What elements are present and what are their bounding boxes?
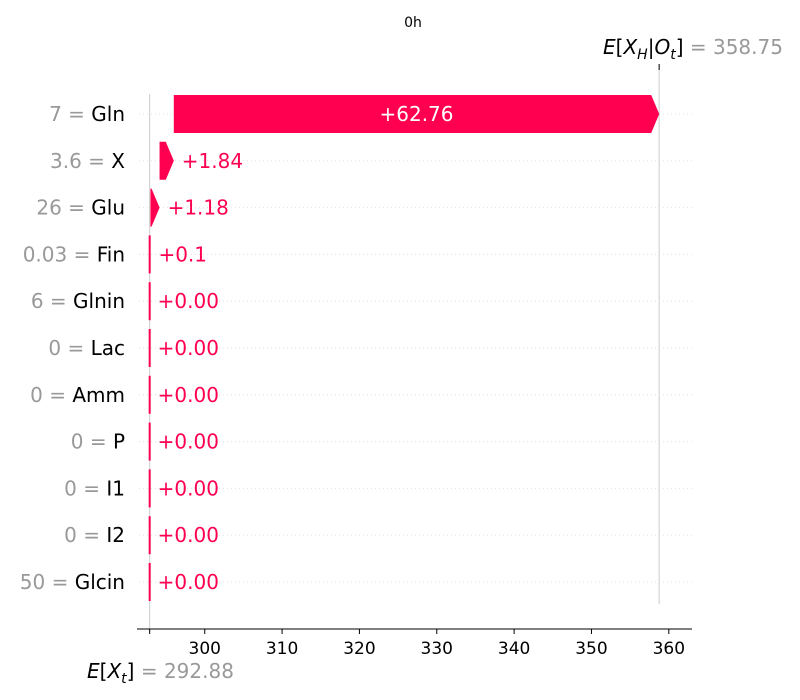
feature-name: Glcin bbox=[75, 570, 125, 594]
contribution-label-lac: +0.00 bbox=[158, 336, 219, 360]
feature-label-i2: 0 = I2 bbox=[64, 523, 125, 547]
feature-label-glcin: 50 = Glcin bbox=[20, 570, 125, 594]
feature-label-gln: 7 = Gln bbox=[49, 102, 125, 126]
x-tick-label: 320 bbox=[343, 639, 375, 659]
base-value-annotation: E[Xt] = 292.88 bbox=[87, 659, 234, 687]
feature-value: 0 = bbox=[64, 476, 106, 500]
x-tick-label: 330 bbox=[421, 639, 453, 659]
contribution-label-x: +1.84 bbox=[182, 149, 243, 173]
feature-label-x: 3.6 = X bbox=[50, 149, 125, 173]
feature-label-amm: 0 = Amm bbox=[30, 383, 125, 407]
bar-gln bbox=[173, 95, 660, 133]
feature-label-fin: 0.03 = Fin bbox=[23, 242, 125, 266]
bars-layer: +62.76 +1.84 +1.18 +0.1 +0.00 +0.00 +0.00 +0.00… bbox=[148, 95, 660, 601]
chart-title: 0h bbox=[404, 15, 422, 31]
contribution-label-gln: +62.76 bbox=[379, 102, 453, 126]
feature-value: 26 = bbox=[36, 196, 91, 220]
x-tick-label: 300 bbox=[189, 639, 221, 659]
feature-name: P bbox=[113, 430, 125, 454]
contribution-label-amm: +0.00 bbox=[158, 383, 219, 407]
feature-value: 0 = bbox=[30, 383, 72, 407]
final-value-annotation: E[XH|Ot] = 358.75 bbox=[603, 35, 783, 63]
feature-name: Glu bbox=[91, 196, 125, 220]
bar-glu bbox=[150, 188, 160, 227]
contribution-label-fin: +0.1 bbox=[158, 242, 207, 266]
feature-value: 3.6 = bbox=[50, 149, 111, 173]
feature-name: Fin bbox=[97, 242, 125, 266]
feature-value: 0 = bbox=[71, 430, 113, 454]
x-tick-label: 310 bbox=[266, 639, 298, 659]
feature-label-i1: 0 = I1 bbox=[64, 476, 125, 500]
contribution-label-p: +0.00 bbox=[158, 430, 219, 454]
feature-value: 0 = bbox=[64, 523, 106, 547]
feature-label-p: 0 = P bbox=[71, 430, 125, 454]
x-tick-label: 340 bbox=[498, 639, 530, 659]
x-tick-label: 350 bbox=[575, 639, 607, 659]
feature-name: Lac bbox=[91, 336, 125, 360]
expectation-annotations: E[XH|Ot] = 358.75 E[Xt] = 292.88 bbox=[87, 35, 783, 687]
feature-label-glnin: 6 = Glnin bbox=[31, 289, 125, 313]
x-tick-label: 360 bbox=[653, 639, 685, 659]
feature-value: 7 = bbox=[49, 102, 91, 126]
feature-name: Amm bbox=[72, 383, 125, 407]
feature-label-glu: 26 = Glu bbox=[36, 196, 125, 220]
feature-name: Glnin bbox=[73, 289, 125, 313]
feature-value: 50 = bbox=[20, 570, 75, 594]
contribution-label-glu: +1.18 bbox=[168, 196, 229, 220]
bar-x bbox=[159, 141, 174, 180]
feature-name: X bbox=[111, 149, 125, 173]
contribution-label-glcin: +0.00 bbox=[158, 570, 219, 594]
contribution-label-i2: +0.00 bbox=[158, 523, 219, 547]
feature-labels: 7 = Gln 3.6 = X 26 = Glu 0.03 = Fin 6 = Glni… bbox=[20, 102, 126, 594]
contribution-label-glnin: +0.00 bbox=[158, 289, 219, 313]
feature-value: 6 = bbox=[31, 289, 73, 313]
x-axis: 300 310 320 330 340 350 360 bbox=[137, 628, 692, 659]
feature-value: 0 = bbox=[48, 336, 90, 360]
feature-name: I2 bbox=[106, 523, 125, 547]
feature-name: Gln bbox=[91, 102, 125, 126]
contribution-label-i1: +0.00 bbox=[158, 476, 219, 500]
feature-name: I1 bbox=[106, 476, 125, 500]
feature-value: 0.03 = bbox=[23, 242, 97, 266]
feature-label-lac: 0 = Lac bbox=[48, 336, 125, 360]
